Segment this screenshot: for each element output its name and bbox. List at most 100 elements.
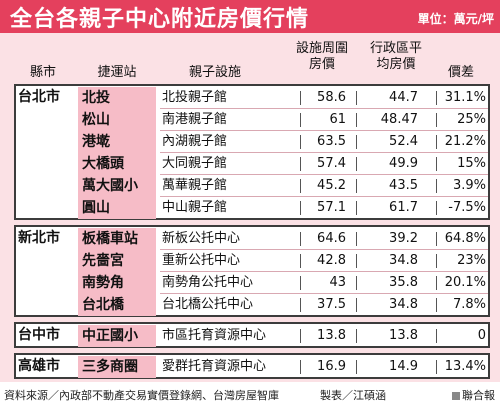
column-divider xyxy=(436,254,437,268)
column-divider xyxy=(356,179,357,193)
facility-name: 中山親子館 xyxy=(162,200,228,215)
facility-price: 45.2 xyxy=(317,178,346,193)
column-divider xyxy=(356,329,357,343)
column-divider xyxy=(300,360,301,374)
district-price: 52.4 xyxy=(389,134,418,149)
city-group: 新北市 板橋車站 新板公托中心 64.6 39.2 64.8% 先嗇宮 重新公托中心 42.8 3… xyxy=(14,225,490,317)
facility-name: 北投親子館 xyxy=(162,90,228,105)
table-row: 北投 北投親子館 58.6 44.7 31.1% xyxy=(16,87,488,109)
unit-label: 單位：萬元/坪 xyxy=(417,12,494,26)
brand-square-icon xyxy=(452,392,460,400)
column-divider xyxy=(356,201,357,215)
facility-name: 大同親子館 xyxy=(162,156,228,171)
station-name: 台北橋 xyxy=(78,294,156,316)
facility-name: 市區托育資源中心 xyxy=(162,328,267,343)
price-diff: 3.9% xyxy=(452,178,486,193)
price-diff: 7.8% xyxy=(452,297,486,312)
price-diff: 20.1% xyxy=(444,275,486,290)
price-diff: 21.2% xyxy=(444,134,486,149)
city-name: 高雄市 xyxy=(18,358,60,374)
column-divider xyxy=(436,298,437,312)
station-name: 板橋車站 xyxy=(78,228,156,250)
city-group: 台北市 北投 北投親子館 58.6 44.7 31.1% 松山 南港親子館 61 48.47 25%… xyxy=(14,84,490,220)
district-price: 48.47 xyxy=(380,112,418,127)
facility-price: 61 xyxy=(329,112,346,127)
facility-price: 63.5 xyxy=(317,134,346,149)
column-divider xyxy=(356,360,357,374)
source-note: 資料來源／內政部不動產交易實價登錄網、台灣房屋智庫 xyxy=(4,389,279,402)
city-group: 高雄市 三多商圈 愛群托育資源中心 16.9 14.9 13.4% xyxy=(14,353,490,379)
facility-price: 58.6 xyxy=(317,90,346,105)
column-divider xyxy=(300,113,301,127)
district-price: 14.9 xyxy=(389,359,418,374)
station-name: 松山 xyxy=(78,109,156,131)
column-divider xyxy=(300,91,301,105)
column-divider xyxy=(436,91,437,105)
facility-name: 愛群托育資源中心 xyxy=(162,359,267,374)
price-diff: -7.5% xyxy=(448,200,486,215)
column-divider xyxy=(356,298,357,312)
facility-price: 13.8 xyxy=(317,328,346,343)
price-diff: 13.4% xyxy=(444,359,486,374)
district-price: 34.8 xyxy=(389,253,418,268)
row-divider xyxy=(160,108,488,109)
facility-price: 43 xyxy=(329,275,346,290)
row-divider xyxy=(160,174,488,175)
facility-name: 南勢角公托中心 xyxy=(162,275,254,290)
column-divider xyxy=(436,329,437,343)
column-divider xyxy=(356,232,357,246)
station-name: 北投 xyxy=(78,87,156,109)
city-name: 新北市 xyxy=(18,230,60,246)
facility-price: 16.9 xyxy=(317,359,346,374)
column-divider xyxy=(436,157,437,171)
column-divider xyxy=(356,157,357,171)
station-name: 先嗇宮 xyxy=(78,250,156,272)
column-divider xyxy=(300,298,301,312)
facility-name: 重新公托中心 xyxy=(162,253,241,268)
price-diff: 15% xyxy=(457,156,486,171)
column-divider xyxy=(436,232,437,246)
column-divider xyxy=(300,201,301,215)
column-divider xyxy=(300,254,301,268)
facility-price: 42.8 xyxy=(317,253,346,268)
row-divider xyxy=(160,130,488,131)
facility-name: 萬華親子館 xyxy=(162,178,228,193)
facility-name: 內湖親子館 xyxy=(162,134,228,149)
facility-price: 64.6 xyxy=(317,231,346,246)
table-row: 港墘 內湖親子館 63.5 52.4 21.2% xyxy=(16,131,488,153)
page-title: 全台各親子中心附近房價行情 xyxy=(10,6,310,32)
district-price: 34.8 xyxy=(389,297,418,312)
city-name: 台中市 xyxy=(18,327,60,343)
price-diff: 25% xyxy=(457,112,486,127)
column-divider xyxy=(300,329,301,343)
table-row: 台北橋 台北橋公托中心 37.5 34.8 7.8% xyxy=(16,294,488,316)
facility-price: 57.1 xyxy=(317,200,346,215)
city-group: 台中市 中正國小 市區托育資源中心 13.8 13.8 0 xyxy=(14,322,490,348)
table-row: 萬大國小 萬華親子館 45.2 43.5 3.9% xyxy=(16,175,488,197)
column-divider xyxy=(300,157,301,171)
column-divider xyxy=(436,113,437,127)
column-divider xyxy=(300,135,301,149)
station-name: 三多商圈 xyxy=(78,356,156,378)
row-divider xyxy=(160,271,488,272)
price-diff: 64.8% xyxy=(444,231,486,246)
station-name: 大橋頭 xyxy=(78,153,156,175)
column-divider xyxy=(436,360,437,374)
table-row: 中正國小 市區托育資源中心 13.8 13.8 0 xyxy=(16,325,488,347)
header-col3: 價差 xyxy=(447,65,474,80)
district-price: 44.7 xyxy=(389,90,418,105)
column-divider xyxy=(300,179,301,193)
price-diff: 23% xyxy=(457,253,486,268)
brand-text: 聯合報 xyxy=(462,389,495,402)
column-divider xyxy=(356,113,357,127)
facility-name: 台北橋公托中心 xyxy=(162,297,254,312)
column-divider xyxy=(436,135,437,149)
column-divider xyxy=(436,201,437,215)
header-col1-line1: 設施周圍 xyxy=(295,41,348,56)
row-divider xyxy=(160,293,488,294)
table-row: 板橋車站 新板公托中心 64.6 39.2 64.8% xyxy=(16,228,488,250)
station-name: 中正國小 xyxy=(78,325,156,347)
header-facility: 親子設施 xyxy=(188,65,241,80)
table-row: 松山 南港親子館 61 48.47 25% xyxy=(16,109,488,131)
header-col1-line2: 房價 xyxy=(308,57,335,72)
